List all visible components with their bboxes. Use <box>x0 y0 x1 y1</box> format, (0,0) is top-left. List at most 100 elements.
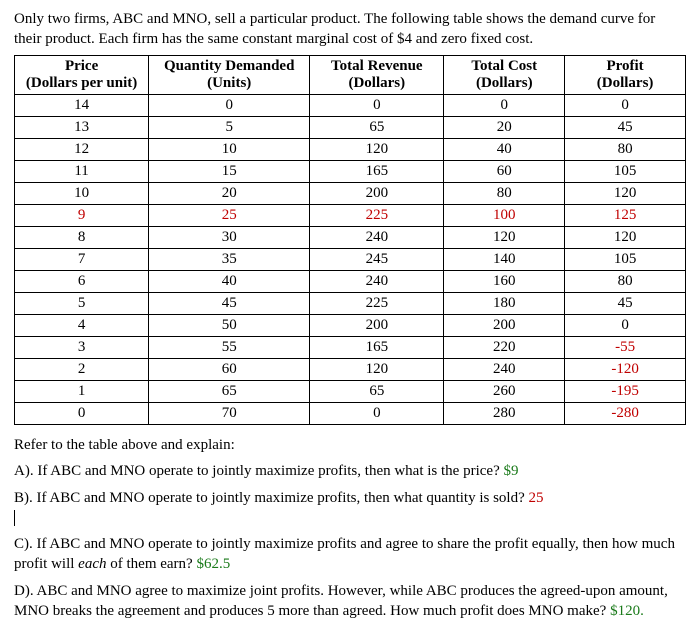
table-cell: 105 <box>565 249 686 271</box>
answer-a: $9 <box>503 463 518 479</box>
table-cell: 50 <box>149 315 310 337</box>
question-c: C). If ABC and MNO operate to jointly ma… <box>14 534 686 575</box>
table-cell: 160 <box>444 271 565 293</box>
table-cell: 240 <box>444 359 565 381</box>
table-cell: 25 <box>149 205 310 227</box>
table-cell: 280 <box>444 403 565 425</box>
table-cell: -195 <box>565 381 686 403</box>
table-cell: 9 <box>15 205 149 227</box>
table-cell: 0 <box>15 403 149 425</box>
table-cell: 45 <box>565 293 686 315</box>
question-b-text: B). If ABC and MNO operate to jointly ma… <box>14 490 529 506</box>
table-cell: 200 <box>310 183 444 205</box>
table-cell: 0 <box>444 95 565 117</box>
table-cell: 2 <box>15 359 149 381</box>
table-cell: 220 <box>444 337 565 359</box>
col-header-sub: (Dollars) <box>569 75 681 92</box>
table-row: 135652045 <box>15 117 686 139</box>
col-header: Total Revenue(Dollars) <box>310 56 444 95</box>
table-row: 64024016080 <box>15 271 686 293</box>
table-cell: 1 <box>15 381 149 403</box>
table-cell: 65 <box>310 117 444 139</box>
table-cell: 10 <box>149 139 310 161</box>
table-cell: 200 <box>310 315 444 337</box>
table-row: 140000 <box>15 95 686 117</box>
table-cell: 30 <box>149 227 310 249</box>
table-cell: 13 <box>15 117 149 139</box>
question-d: D). ABC and MNO agree to maximize joint … <box>14 581 686 622</box>
table-cell: 0 <box>310 403 444 425</box>
answer-b: 25 <box>529 490 544 506</box>
col-header: Quantity Demanded(Units) <box>149 56 310 95</box>
question-b: B). If ABC and MNO operate to jointly ma… <box>14 488 686 529</box>
table-row: 111516560105 <box>15 161 686 183</box>
table-cell: 225 <box>310 205 444 227</box>
table-cell: 3 <box>15 337 149 359</box>
col-header-main: Quantity Demanded <box>153 58 305 75</box>
table-row: 735245140105 <box>15 249 686 271</box>
table-cell: 6 <box>15 271 149 293</box>
question-a-text: A). If ABC and MNO operate to jointly ma… <box>14 463 503 479</box>
table-cell: 240 <box>310 227 444 249</box>
col-header-sub: (Dollars per unit) <box>19 75 144 92</box>
table-cell: 14 <box>15 95 149 117</box>
col-header-main: Total Cost <box>448 58 560 75</box>
col-header-main: Total Revenue <box>314 58 439 75</box>
table-cell: 100 <box>444 205 565 227</box>
table-row: 16565260-195 <box>15 381 686 403</box>
table-cell: 240 <box>310 271 444 293</box>
table-cell: 80 <box>565 271 686 293</box>
col-header: Total Cost(Dollars) <box>444 56 565 95</box>
table-cell: 40 <box>149 271 310 293</box>
col-header: Price(Dollars per unit) <box>15 56 149 95</box>
table-cell: 11 <box>15 161 149 183</box>
table-cell: 65 <box>310 381 444 403</box>
table-cell: 140 <box>444 249 565 271</box>
table-row: 102020080120 <box>15 183 686 205</box>
table-cell: -55 <box>565 337 686 359</box>
table-cell: 125 <box>565 205 686 227</box>
table-cell: 60 <box>149 359 310 381</box>
table-cell: 15 <box>149 161 310 183</box>
table-cell: 12 <box>15 139 149 161</box>
table-cell: 5 <box>149 117 310 139</box>
refer-line: Refer to the table above and explain: <box>14 435 686 455</box>
table-cell: 55 <box>149 337 310 359</box>
table-cell: 245 <box>310 249 444 271</box>
col-header-main: Price <box>19 58 144 75</box>
table-cell: 165 <box>310 337 444 359</box>
col-header-sub: (Dollars) <box>314 75 439 92</box>
col-header: Profit(Dollars) <box>565 56 686 95</box>
table-cell: 35 <box>149 249 310 271</box>
table-row: 355165220-55 <box>15 337 686 359</box>
table-cell: 40 <box>444 139 565 161</box>
text-cursor <box>14 510 15 526</box>
table-cell: 5 <box>15 293 149 315</box>
table-cell: 120 <box>310 359 444 381</box>
table-cell: 0 <box>310 95 444 117</box>
table-row: 925225100125 <box>15 205 686 227</box>
demand-table: Price(Dollars per unit)Quantity Demanded… <box>14 55 686 425</box>
table-cell: 225 <box>310 293 444 315</box>
table-cell: 65 <box>149 381 310 403</box>
col-header-sub: (Units) <box>153 75 305 92</box>
table-cell: 80 <box>444 183 565 205</box>
table-cell: 0 <box>565 95 686 117</box>
answer-c: $62.5 <box>196 556 230 572</box>
table-cell: 0 <box>149 95 310 117</box>
table-cell: 260 <box>444 381 565 403</box>
table-cell: 120 <box>565 227 686 249</box>
table-cell: 20 <box>149 183 310 205</box>
table-cell: 105 <box>565 161 686 183</box>
table-row: 54522518045 <box>15 293 686 315</box>
table-cell: 200 <box>444 315 565 337</box>
table-row: 830240120120 <box>15 227 686 249</box>
table-cell: 20 <box>444 117 565 139</box>
table-cell: 120 <box>565 183 686 205</box>
table-cell: -280 <box>565 403 686 425</box>
table-cell: 120 <box>444 227 565 249</box>
question-c-text2: of them earn? <box>107 556 197 572</box>
table-cell: 60 <box>444 161 565 183</box>
table-cell: 80 <box>565 139 686 161</box>
table-cell: 120 <box>310 139 444 161</box>
